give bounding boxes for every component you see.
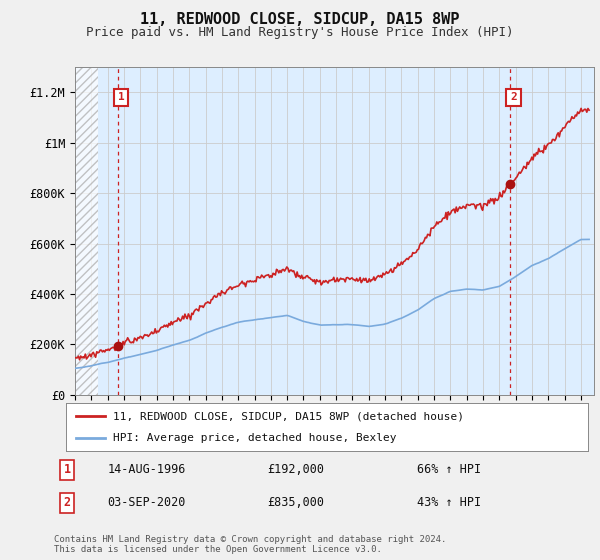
Text: 1: 1 [64, 464, 71, 477]
Text: 2: 2 [510, 92, 517, 102]
Text: 1: 1 [118, 92, 124, 102]
Text: £192,000: £192,000 [268, 464, 325, 477]
Bar [75, 67, 98, 395]
Text: HPI: Average price, detached house, Bexley: HPI: Average price, detached house, Bexl… [113, 433, 397, 443]
Text: Contains HM Land Registry data © Crown copyright and database right 2024.
This d: Contains HM Land Registry data © Crown c… [54, 535, 446, 554]
Text: 66% ↑ HPI: 66% ↑ HPI [417, 464, 481, 477]
Text: 14-AUG-1996: 14-AUG-1996 [107, 464, 186, 477]
Text: 03-SEP-2020: 03-SEP-2020 [107, 496, 186, 509]
Text: Price paid vs. HM Land Registry's House Price Index (HPI): Price paid vs. HM Land Registry's House … [86, 26, 514, 39]
Text: 11, REDWOOD CLOSE, SIDCUP, DA15 8WP: 11, REDWOOD CLOSE, SIDCUP, DA15 8WP [140, 12, 460, 27]
Text: 11, REDWOOD CLOSE, SIDCUP, DA15 8WP (detached house): 11, REDWOOD CLOSE, SIDCUP, DA15 8WP (det… [113, 411, 464, 421]
Text: 2: 2 [64, 496, 71, 509]
Text: 43% ↑ HPI: 43% ↑ HPI [417, 496, 481, 509]
Text: £835,000: £835,000 [268, 496, 325, 509]
Bar [75, 67, 98, 395]
